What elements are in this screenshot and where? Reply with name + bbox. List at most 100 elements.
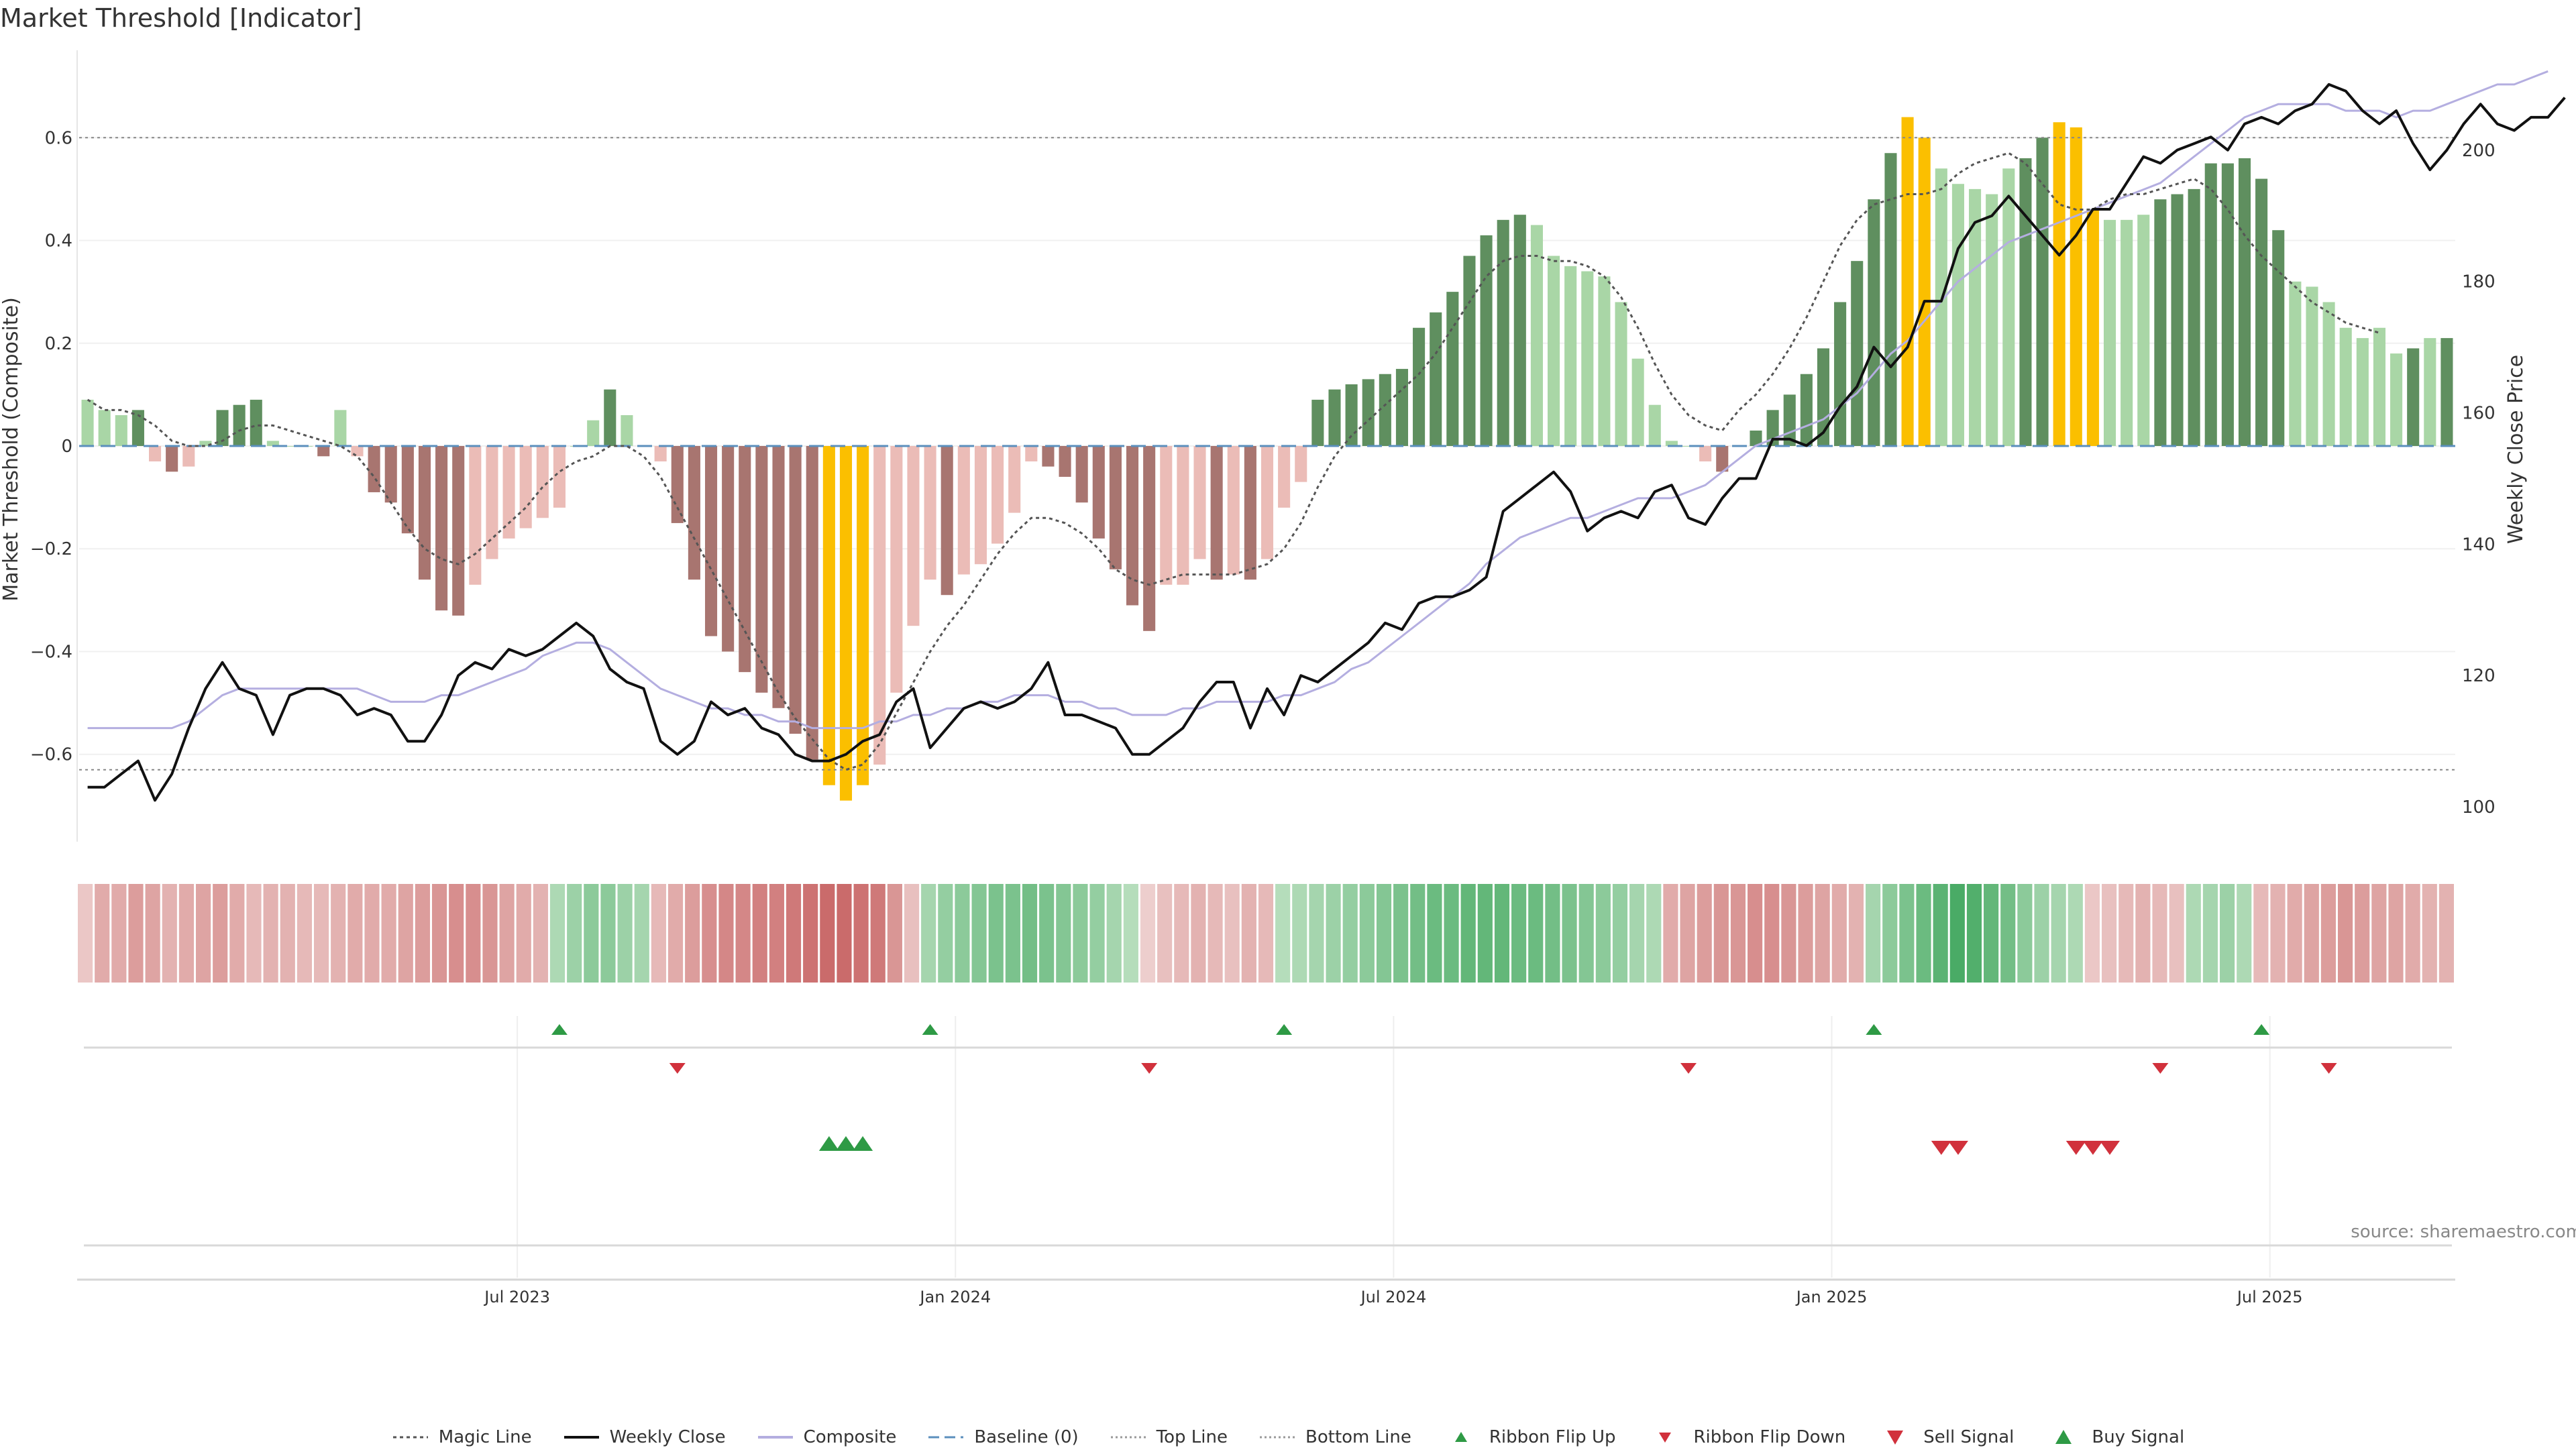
ribbon-cell — [752, 884, 767, 983]
ribbon-cell — [195, 884, 211, 983]
ribbon-cell — [1106, 884, 1122, 983]
composite-bar — [1244, 446, 1256, 580]
ribbon-cell — [499, 884, 515, 983]
ribbon-cell — [2338, 884, 2353, 983]
y-tick-label: 0.2 — [45, 334, 72, 354]
composite-bar — [2171, 194, 2184, 446]
composite-bar — [1042, 446, 1055, 467]
ribbon-cell — [1022, 884, 1038, 983]
composite-bar — [2103, 219, 2116, 446]
ribbon-cell — [955, 884, 970, 983]
composite-bar — [1109, 446, 1122, 569]
ribbon-cell — [1882, 884, 1898, 983]
ribbon-cell — [1612, 884, 1628, 983]
ribbon-cell — [1326, 884, 1341, 983]
composite-bar — [1598, 276, 1611, 446]
composite-bar — [822, 446, 835, 785]
ribbon-cell — [702, 884, 717, 983]
composite-bar — [1564, 266, 1577, 446]
ribbon-flip-down-marker — [1680, 1063, 1697, 1074]
ribbon-cell — [145, 884, 160, 983]
ribbon-cell — [1680, 884, 1695, 983]
ribbon-cell — [2320, 884, 2337, 983]
ribbon-cell — [415, 884, 430, 983]
composite-bar — [2154, 199, 2167, 446]
ribbon-cell — [718, 884, 734, 983]
ribbon-cell — [2220, 884, 2235, 983]
ribbon-cell — [2034, 884, 2049, 983]
ribbon-cell — [449, 884, 464, 983]
ribbon-cell — [2102, 884, 2117, 983]
composite-bar — [1986, 194, 1998, 446]
composite-bar — [1126, 446, 1139, 606]
ribbon-cell — [1056, 884, 1071, 983]
ribbon-cell — [1545, 884, 1560, 983]
composite-bar — [2424, 338, 2436, 446]
sell-signal-marker — [2065, 1141, 2086, 1155]
composite-bar — [2221, 163, 2234, 447]
composite-bar — [519, 446, 532, 528]
composite-bar — [1868, 199, 1880, 446]
ribbon-flip-up-marker — [1866, 1024, 1882, 1035]
composite-bar — [1177, 446, 1189, 585]
ribbon-cell — [162, 884, 177, 983]
ribbon-cell — [769, 884, 784, 983]
ribbon-cell — [213, 884, 228, 983]
legend-weekly-close-label: Weekly Close — [609, 1427, 726, 1447]
composite-bar — [789, 446, 802, 734]
composite-bar — [1716, 446, 1729, 472]
sell-signal-marker — [2082, 1141, 2103, 1155]
triangle-down-small-icon — [1659, 1433, 1672, 1443]
composite-bar — [2121, 219, 2133, 446]
composite-line — [87, 70, 2548, 730]
ribbon-cell — [584, 884, 599, 983]
composite-bar — [873, 446, 886, 765]
ribbon-cell — [1444, 884, 1459, 983]
ribbon-cell — [1949, 884, 1965, 983]
ribbon-cell — [2355, 884, 2370, 983]
legend-sell-signal: Sell Signal — [1876, 1427, 2014, 1447]
ribbon-cell — [1730, 884, 1746, 983]
ribbon-flip-up-marker — [1276, 1024, 1293, 1035]
composite-bar — [317, 446, 330, 457]
composite-bar — [1665, 441, 1678, 446]
ribbon-cell — [1292, 884, 1307, 983]
ribbon-cell — [1781, 884, 1796, 983]
weekly-close-swatch — [564, 1436, 599, 1439]
composite-bar — [1615, 302, 1627, 446]
y-tick-label: −0.4 — [30, 642, 72, 662]
composite-bar — [1548, 256, 1560, 446]
ribbon-cell — [1764, 884, 1780, 983]
y2-tick-label: 140 — [2462, 535, 2496, 555]
y2-tick-label: 160 — [2462, 404, 2496, 424]
legend-buy-signal: Buy Signal — [2045, 1427, 2184, 1447]
y-tick-label: −0.2 — [30, 539, 72, 559]
ribbon-cell — [2152, 884, 2167, 983]
ribbon-cell — [1831, 884, 1847, 983]
composite-bar — [587, 420, 600, 446]
legend-ribbon-flip-up-label: Ribbon Flip Up — [1489, 1427, 1616, 1447]
y-tick-label: 0 — [61, 437, 72, 457]
composite-bar — [1682, 446, 1695, 447]
ribbon-cell — [1089, 884, 1105, 983]
baseline-swatch — [928, 1436, 964, 1439]
ribbon-cell — [1933, 884, 1948, 983]
composite-bar — [1648, 404, 1661, 446]
composite-bar — [1193, 446, 1206, 559]
composite-bar — [368, 446, 380, 492]
ribbon-cell — [1427, 884, 1442, 983]
composite-bar — [974, 446, 987, 565]
composite-bar — [435, 446, 448, 611]
ribbon-cell — [1410, 884, 1426, 983]
composite-bar — [1059, 446, 1071, 477]
composite-bar — [2255, 178, 2268, 446]
composite-bar — [1699, 446, 1712, 461]
ribbon-cell — [2068, 884, 2083, 983]
ribbon-cell — [2253, 884, 2269, 983]
ribbon-cell — [685, 884, 700, 983]
composite-bar — [2036, 137, 2049, 446]
ribbon-cell — [2237, 884, 2252, 983]
composite-bar — [1345, 384, 1358, 446]
ribbon-cell — [2202, 884, 2218, 983]
legend-ribbon-flip-down-label: Ribbon Flip Down — [1693, 1427, 1846, 1447]
